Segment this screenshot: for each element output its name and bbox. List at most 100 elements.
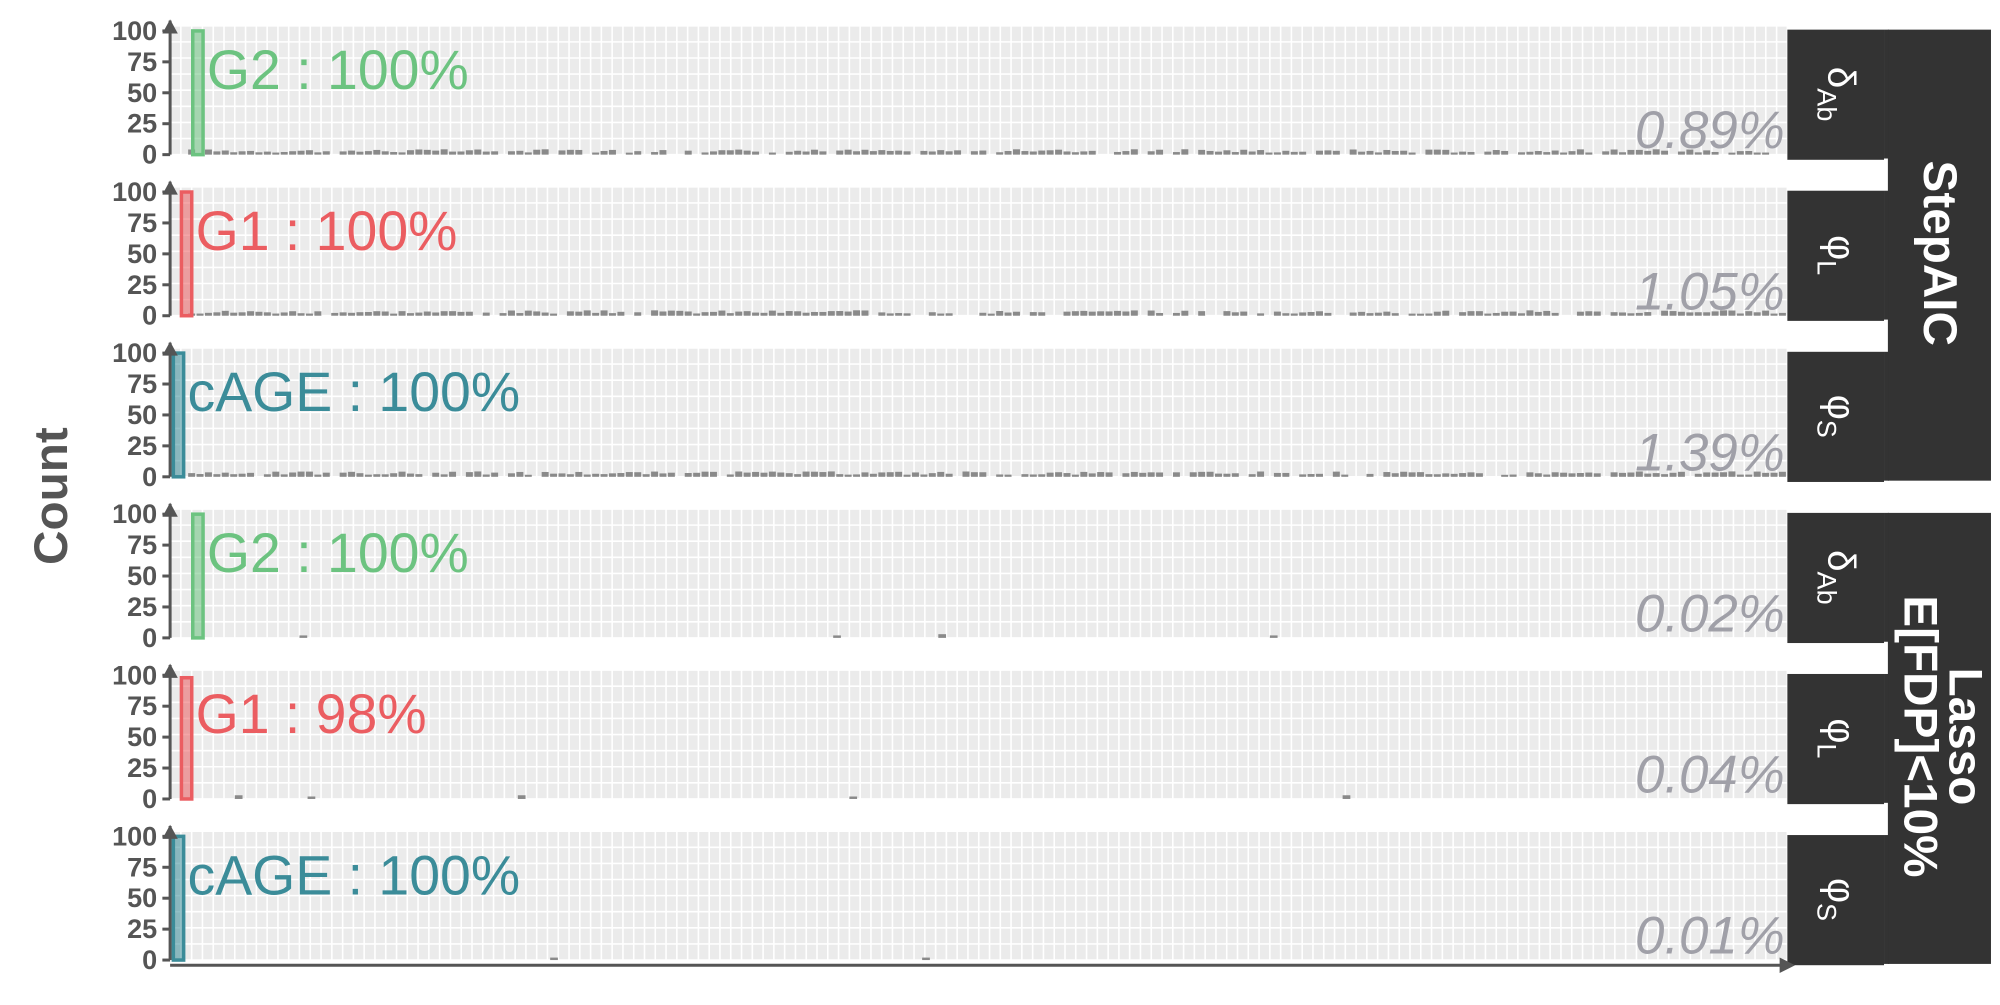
bar-other: [289, 151, 297, 155]
bar-other: [996, 474, 1004, 477]
bar-other: [1677, 311, 1685, 316]
bar-other: [1316, 473, 1323, 477]
bar-other: [1501, 311, 1509, 316]
bar-other: [541, 312, 549, 316]
bar-other: [1097, 472, 1105, 477]
bar-other: [1677, 151, 1685, 155]
bar-other: [1021, 151, 1029, 155]
bar-other: [1568, 151, 1576, 155]
bar-other: [1753, 471, 1761, 477]
bar-other: [634, 472, 642, 477]
bar-other: [1711, 151, 1719, 155]
group-strip-label: LassoE[FDP]<10%: [1894, 595, 1992, 877]
bar-other: [1248, 474, 1256, 477]
bar-other: [516, 150, 524, 155]
bar-other: [928, 473, 936, 477]
bar-other: [1029, 312, 1037, 316]
bar-other: [768, 152, 776, 155]
bar-other: [1475, 473, 1483, 477]
y-tick-label: 100: [112, 338, 157, 368]
bar-other: [608, 149, 616, 155]
y-tick-label: 0: [142, 784, 157, 814]
bar-other: [1391, 313, 1399, 316]
bar-other: [592, 312, 600, 316]
y-tick-label: 100: [112, 499, 157, 529]
bar-other: [465, 311, 473, 316]
bar-other: [760, 472, 768, 477]
bar-other: [221, 310, 229, 316]
bar-other: [221, 150, 229, 155]
bar-other: [726, 474, 734, 477]
bar-other: [1728, 310, 1736, 316]
strip-connector: [1884, 190, 1889, 320]
bar-other: [895, 471, 903, 477]
bar-other: [1122, 151, 1130, 155]
bar-other: [1518, 313, 1525, 316]
bar-other: [1349, 149, 1357, 155]
y-tick-label: 50: [127, 78, 157, 108]
bar-highlight: [171, 834, 186, 962]
bar-other: [726, 313, 734, 316]
bar-other: [659, 311, 667, 316]
bar-other: [1770, 472, 1778, 477]
bar-other: [1307, 311, 1315, 316]
bar-other: [735, 471, 743, 477]
bar-other: [516, 471, 524, 477]
bar-other: [339, 151, 347, 155]
bar-other: [204, 312, 212, 316]
bar-other: [1543, 310, 1551, 316]
bar-other: [1156, 472, 1164, 477]
bar-other: [718, 310, 726, 316]
bar-other: [1694, 473, 1702, 477]
bar-other: [1585, 311, 1593, 316]
bar-other: [785, 473, 793, 477]
bar-other: [1610, 472, 1618, 477]
bar-other: [305, 313, 313, 316]
bar-other: [1383, 311, 1391, 316]
bar-other: [1198, 149, 1206, 155]
facet-strip-label: φS: [1812, 395, 1862, 438]
bar-other: [1156, 312, 1164, 316]
bar-other: [1282, 150, 1290, 155]
bar-other: [693, 313, 701, 316]
highlight-label: cAGE : 100%: [188, 361, 521, 423]
bar-other: [651, 310, 659, 316]
bar-other: [1324, 150, 1332, 155]
bar-other: [1269, 635, 1278, 638]
bar-other: [415, 474, 423, 477]
bar-other: [230, 312, 238, 316]
bar-other: [701, 471, 709, 477]
percent-label: 0.02%: [1635, 584, 1785, 643]
bar-other: [364, 474, 372, 477]
bar-other: [491, 472, 499, 477]
bar-other: [1358, 151, 1366, 155]
y-tick-label: 50: [127, 239, 157, 269]
bar-other: [1635, 149, 1643, 155]
bar-other: [188, 473, 196, 477]
bar-other: [684, 150, 692, 155]
bar-other: [1610, 312, 1618, 316]
bar-other: [558, 150, 566, 155]
y-tick-label: 0: [142, 140, 157, 170]
bar-other: [945, 151, 953, 155]
bar-other: [600, 310, 608, 316]
bar-other: [1046, 150, 1054, 155]
bar-other: [1459, 473, 1467, 477]
bar-other: [373, 149, 381, 155]
bar-other: [1442, 473, 1450, 477]
bar-other: [1745, 151, 1753, 155]
bar-other: [1543, 152, 1551, 155]
bar-other: [667, 472, 675, 477]
bar-other: [390, 313, 398, 316]
bar-other: [263, 312, 271, 316]
y-tick-label: 50: [127, 883, 157, 913]
bar-other: [1122, 311, 1130, 316]
bar-other: [465, 472, 473, 477]
bar-other: [440, 149, 448, 155]
y-tick-label: 25: [127, 753, 157, 783]
bar-other: [1585, 152, 1593, 155]
bar-other: [491, 151, 499, 155]
bar-other: [625, 472, 633, 477]
